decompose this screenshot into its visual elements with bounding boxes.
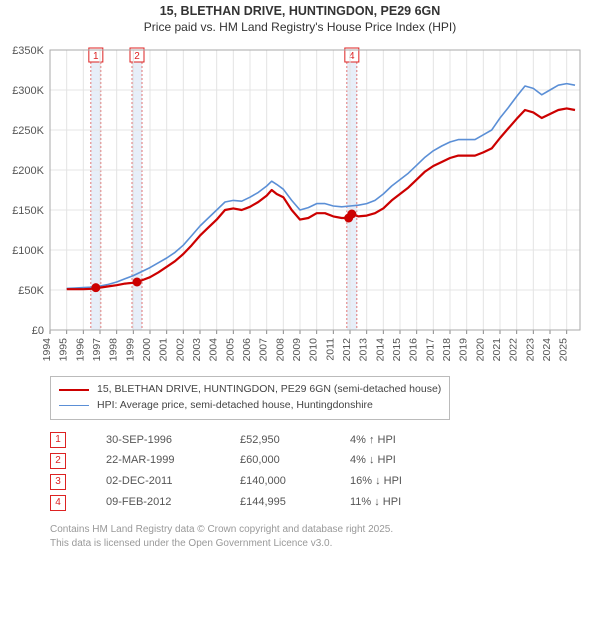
sale-pct: 16% ↓ HPI: [350, 471, 402, 492]
svg-text:1: 1: [93, 51, 99, 62]
footer-line-2: This data is licensed under the Open Gov…: [50, 537, 600, 551]
svg-text:2021: 2021: [491, 338, 503, 362]
legend-label-property: 15, BLETHAN DRIVE, HUNTINGDON, PE29 6GN …: [97, 382, 441, 398]
svg-text:£150K: £150K: [12, 205, 44, 217]
svg-text:2014: 2014: [374, 338, 386, 362]
sale-date: 02-DEC-2011: [106, 471, 206, 492]
svg-text:2000: 2000: [141, 338, 153, 362]
svg-text:2: 2: [134, 51, 140, 62]
legend-label-hpi: HPI: Average price, semi-detached house,…: [97, 398, 373, 414]
svg-text:1995: 1995: [58, 338, 70, 362]
sale-date: 30-SEP-1996: [106, 430, 206, 451]
svg-text:2011: 2011: [324, 338, 336, 361]
svg-text:£50K: £50K: [18, 285, 44, 297]
sale-badge: 4: [50, 495, 66, 511]
svg-text:£350K: £350K: [12, 45, 44, 57]
svg-text:2016: 2016: [408, 338, 420, 362]
svg-text:2015: 2015: [391, 338, 403, 362]
sale-date: 09-FEB-2012: [106, 492, 206, 513]
svg-text:2018: 2018: [441, 338, 453, 362]
chart: 124£0£50K£100K£150K£200K£250K£300K£350K1…: [0, 40, 600, 370]
svg-text:2004: 2004: [208, 338, 220, 362]
sale-badge: 2: [50, 453, 66, 469]
legend-item-hpi: HPI: Average price, semi-detached house,…: [59, 398, 441, 414]
page-subtitle: Price paid vs. HM Land Registry's House …: [0, 20, 600, 34]
svg-text:2017: 2017: [424, 338, 436, 362]
svg-text:2003: 2003: [191, 338, 203, 362]
svg-text:1994: 1994: [41, 338, 53, 362]
svg-text:2025: 2025: [558, 338, 570, 362]
svg-text:£100K: £100K: [12, 245, 44, 257]
svg-text:2012: 2012: [341, 338, 353, 362]
footer: Contains HM Land Registry data © Crown c…: [50, 523, 600, 550]
sale-price: £60,000: [240, 450, 316, 471]
sale-pct: 4% ↓ HPI: [350, 450, 396, 471]
svg-text:2013: 2013: [358, 338, 370, 362]
svg-text:1996: 1996: [74, 338, 86, 362]
legend-swatch-hpi: [59, 405, 89, 406]
svg-text:2002: 2002: [174, 338, 186, 362]
svg-text:2006: 2006: [241, 338, 253, 362]
title-block: 15, BLETHAN DRIVE, HUNTINGDON, PE29 6GN …: [0, 0, 600, 34]
sale-row: 4 09-FEB-2012 £144,995 11% ↓ HPI: [50, 492, 600, 513]
svg-text:2019: 2019: [458, 338, 470, 362]
sale-row: 2 22-MAR-1999 £60,000 4% ↓ HPI: [50, 450, 600, 471]
legend: 15, BLETHAN DRIVE, HUNTINGDON, PE29 6GN …: [50, 376, 450, 420]
svg-text:2023: 2023: [524, 338, 536, 362]
sale-row: 1 30-SEP-1996 £52,950 4% ↑ HPI: [50, 430, 600, 451]
line-chart-svg: 124£0£50K£100K£150K£200K£250K£300K£350K1…: [0, 40, 590, 370]
svg-text:2024: 2024: [541, 338, 553, 362]
sale-row: 3 02-DEC-2011 £140,000 16% ↓ HPI: [50, 471, 600, 492]
svg-text:2007: 2007: [258, 338, 270, 362]
svg-text:2009: 2009: [291, 338, 303, 362]
sale-price: £144,995: [240, 492, 316, 513]
svg-text:2008: 2008: [274, 338, 286, 362]
svg-text:1997: 1997: [91, 338, 103, 362]
sale-date: 22-MAR-1999: [106, 450, 206, 471]
svg-text:2005: 2005: [224, 338, 236, 362]
page-title: 15, BLETHAN DRIVE, HUNTINGDON, PE29 6GN: [0, 4, 600, 18]
sale-badge: 1: [50, 432, 66, 448]
legend-swatch-property: [59, 389, 89, 391]
sale-pct: 4% ↑ HPI: [350, 430, 396, 451]
svg-text:2001: 2001: [158, 338, 170, 362]
svg-text:2022: 2022: [508, 338, 520, 362]
svg-text:1998: 1998: [108, 338, 120, 362]
sale-pct: 11% ↓ HPI: [350, 492, 401, 513]
svg-text:£300K: £300K: [12, 85, 44, 97]
footer-line-1: Contains HM Land Registry data © Crown c…: [50, 523, 600, 537]
svg-text:£0: £0: [32, 325, 44, 337]
legend-item-property: 15, BLETHAN DRIVE, HUNTINGDON, PE29 6GN …: [59, 382, 441, 398]
sales-table: 1 30-SEP-1996 £52,950 4% ↑ HPI 2 22-MAR-1999 £…: [50, 430, 600, 514]
svg-text:£250K: £250K: [12, 125, 44, 137]
svg-text:2020: 2020: [474, 338, 486, 362]
svg-text:1999: 1999: [124, 338, 136, 362]
svg-text:£200K: £200K: [12, 165, 44, 177]
sale-badge: 3: [50, 474, 66, 490]
sale-price: £52,950: [240, 430, 316, 451]
svg-text:2010: 2010: [308, 338, 320, 362]
sale-price: £140,000: [240, 471, 316, 492]
